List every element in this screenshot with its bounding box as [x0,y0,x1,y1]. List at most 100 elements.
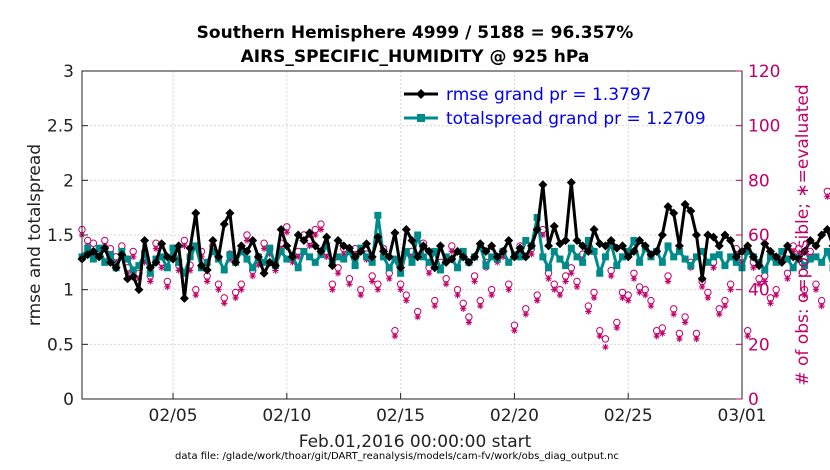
totalspread-point [323,242,331,250]
y2-tick-label: 80 [748,171,770,191]
rmse-point [350,252,360,262]
obs-evaluated-point [653,332,660,340]
rmse-point [219,219,229,229]
rmse-point [435,241,445,251]
obs-evaluated-point [704,294,712,302]
obs-evaluated-point [511,327,518,334]
totalspread-point [374,211,382,219]
obs-evaluated-point [727,286,734,293]
rmse-point [691,230,701,240]
totalspread-point [579,258,587,266]
rmse-point [657,230,667,240]
totalspread-point [249,264,257,272]
rmse-point [140,235,150,245]
totalspread-point [243,255,251,263]
obs-evaluated-point [744,332,751,340]
rmse-point [817,230,827,240]
rmse-point [538,180,548,190]
rmse-point [191,208,201,218]
rmse-point [305,228,315,238]
obs-evaluated-point [477,302,484,310]
obs-evaluated-point [329,286,336,293]
obs-evaluated-point [243,237,251,244]
data-file-footer: data file: /glade/work/thoar/git/DART_re… [175,451,619,462]
totalspread-point [482,262,490,270]
obs-evaluated-point [556,291,564,299]
obs-evaluated-point [642,291,649,299]
rmse-point [111,263,121,273]
obs-evaluated-point [619,294,626,302]
rmse-point [231,257,241,267]
obs-evaluated-point [659,330,666,337]
obs-evaluated-point [357,291,364,299]
obs-evaluated-point [112,259,120,266]
totalspread-point [391,255,399,263]
totalspread-point [408,258,416,266]
rmse-point [128,272,138,282]
rmse-point [327,261,337,271]
totalspread-point [516,253,524,261]
totalspread-point [385,264,393,272]
totalspread-point [192,242,200,250]
totalspread-point [414,231,422,239]
totalspread-point [397,269,405,277]
rmse-point [185,243,195,253]
totalspread-point [721,262,729,270]
totalspread-point [766,253,774,261]
y-tick-label: 2.5 [47,117,74,137]
obs-evaluated-point [568,270,575,277]
obs-evaluated-point [334,270,342,277]
obs-possible-point [817,296,826,305]
rmse-point [88,246,98,256]
rmse-point [765,246,775,256]
totalspread-point [818,258,826,266]
obs-evaluated-point [596,332,603,340]
rmse-point [515,243,525,253]
chart-title: Southern Hemisphere 4999 / 5188 = 96.357… [197,23,634,43]
rmse-point [606,235,616,245]
totalspread-point [801,262,809,270]
y-tick-label: 3 [63,62,74,82]
rmse-point [344,243,354,253]
totalspread-point [237,247,245,255]
totalspread-point [681,255,689,263]
totalspread-point [402,247,410,255]
rmse-point [282,241,292,251]
obs-evaluated-point [772,291,780,299]
rmse-point [413,252,423,262]
rmse-point [179,293,189,303]
totalspread-point [362,253,370,261]
obs-evaluated-point [260,245,268,252]
totalspread-point [584,236,592,244]
rmse-point [322,232,332,242]
obs-evaluated-point [249,272,256,280]
totalspread-point [351,262,359,270]
legend-spread-label: totalspread grand pr = 1.2709 [446,109,706,129]
totalspread-point [550,247,558,255]
totalspread-point [590,247,598,255]
obs-evaluated-point [767,300,774,307]
totalspread-point [658,258,666,266]
rmse-point [356,246,366,256]
rmse-point [589,225,599,235]
obs-evaluated-point [283,229,291,236]
totalspread-point [454,264,462,272]
y2-tick-label: 40 [748,281,770,301]
totalspread-point [260,258,268,266]
obs-evaluated-point [312,231,319,239]
legend: rmse grand pr = 1.3797 totalspread grand… [404,85,706,129]
rmse-point [196,261,206,271]
obs-evaluated-point [130,253,137,261]
totalspread-point [772,258,780,266]
totalspread-point [692,253,700,261]
y2-axis-label: # of obs: o=possible; ∗=evaluated [793,84,813,385]
y-tick-label: 1.5 [47,226,74,246]
rmse-point [214,252,224,262]
obs-evaluated-point [721,302,729,310]
totalspread-point [545,264,553,272]
rmse-point [754,261,764,271]
y2-tick-label: 0 [748,390,759,410]
rmse-point [521,252,531,262]
obs-evaluated-point [158,264,165,271]
rmse-point [640,241,650,251]
